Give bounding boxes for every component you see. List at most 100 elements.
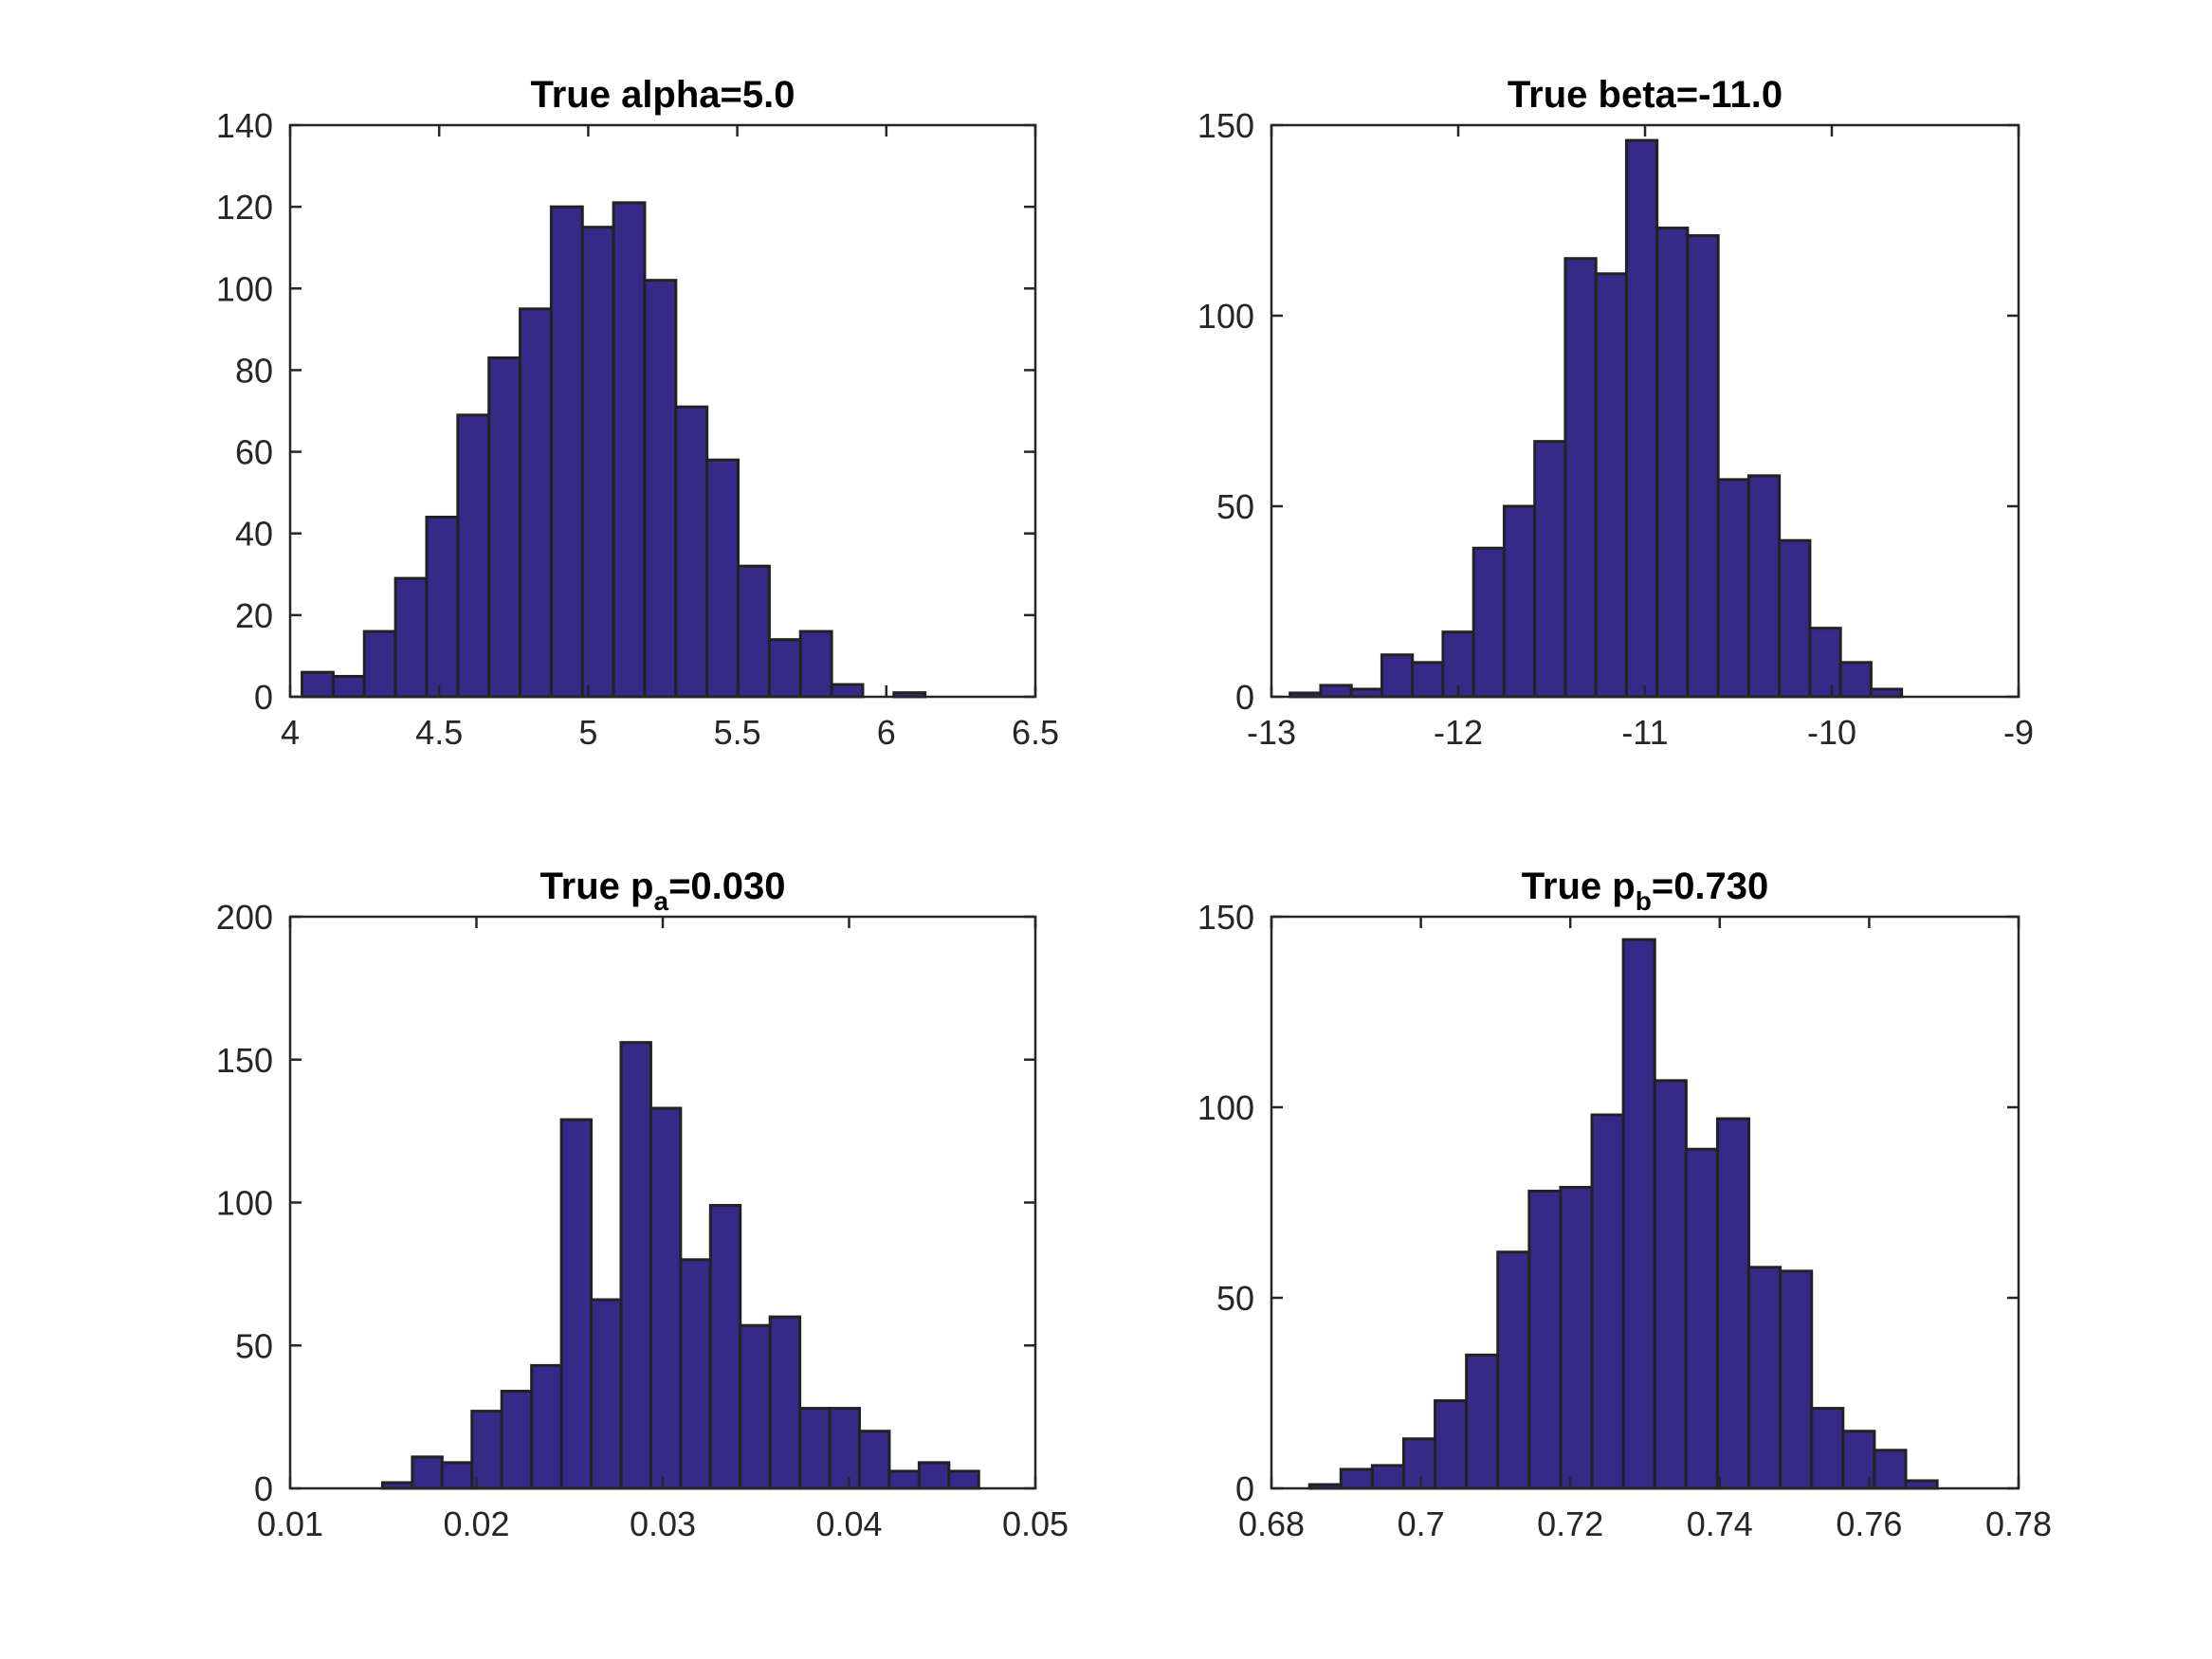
histogram-bar — [500, 1389, 534, 1490]
histogram-bar — [828, 1407, 862, 1490]
title-subscript: b — [1636, 886, 1652, 916]
x-tick-label: 0.74 — [1687, 1504, 1753, 1543]
histogram-bar — [643, 279, 678, 699]
histogram-bar — [1684, 1147, 1719, 1490]
x-tick-label: 5.5 — [714, 713, 761, 752]
histogram-bar — [1411, 661, 1445, 699]
y-tick-label: 60 — [235, 433, 273, 472]
histogram-bar — [1559, 1185, 1594, 1490]
histogram-bar — [301, 670, 335, 699]
axes-box — [288, 123, 1037, 699]
histogram-bar — [1319, 684, 1353, 699]
histogram-bar — [674, 405, 709, 699]
x-tick-label: 5 — [578, 713, 597, 752]
histogram-bar — [549, 205, 584, 699]
x-tick-label: 0.68 — [1238, 1504, 1305, 1543]
histogram-bar — [768, 1315, 802, 1490]
x-tick-label: 0.03 — [630, 1504, 696, 1543]
y-tick-label: 50 — [1216, 1279, 1254, 1318]
histogram-bar — [425, 515, 460, 699]
histogram-bar — [1778, 538, 1812, 699]
y-tick-label: 100 — [1197, 1088, 1254, 1127]
y-tick-label: 50 — [1216, 487, 1254, 526]
x-tick-label: -13 — [1247, 713, 1296, 752]
y-tick-label: 150 — [1197, 898, 1254, 937]
histogram-bar — [858, 1430, 891, 1490]
histogram-bar — [887, 1469, 921, 1490]
histogram-panel-1: 4 4.5 5 5.5 6 6.5 0 20 40 60 80 100 120 140 True alpha… — [216, 74, 1059, 752]
x-tick-label: -9 — [2003, 713, 2034, 752]
histogram-bar — [411, 1455, 444, 1490]
x-tick-label: -10 — [1807, 713, 1856, 752]
histogram-bar — [1527, 1189, 1563, 1490]
y-tick-label: 80 — [235, 351, 273, 390]
histogram-bar — [1590, 1113, 1625, 1490]
histogram-bar — [1808, 627, 1842, 699]
title-rest: =0.030 — [668, 866, 785, 907]
x-tick-label: 0.7 — [1398, 1504, 1445, 1543]
x-tick-label: 6.5 — [1012, 713, 1059, 752]
x-tick-label: 0.76 — [1836, 1504, 1902, 1543]
histogram-bar — [1380, 653, 1415, 699]
histogram-bar — [1496, 1250, 1531, 1490]
y-tick-label: 0 — [1235, 1469, 1254, 1508]
histogram-bar — [1624, 138, 1659, 699]
histogram-bar — [530, 1363, 563, 1490]
histogram-bar — [470, 1410, 503, 1490]
histogram-panel-2: -13 -12 -11 -10 -9 0 50 100 150 True beta=-11.0 — [1197, 74, 2034, 752]
histogram-bar — [679, 1258, 712, 1490]
histogram-bar — [917, 1461, 951, 1490]
histogram-bar — [1465, 1353, 1500, 1490]
histogram-bar — [1716, 478, 1750, 699]
histogram-bar — [1779, 1269, 1814, 1490]
histogram-bar — [487, 356, 522, 699]
histogram-bar — [1873, 1449, 1908, 1490]
histogram-bar — [1621, 938, 1656, 1490]
x-tick-label: -11 — [1621, 713, 1668, 752]
histogram-bar — [1838, 661, 1873, 699]
y-tick-label: 100 — [1197, 297, 1254, 336]
chart-title: True pb=0.730 — [1522, 866, 1769, 916]
histogram-bar — [1747, 1266, 1782, 1490]
x-tick-label: 4.5 — [415, 713, 463, 752]
x-tick-label: 0.01 — [257, 1504, 323, 1543]
histogram-bar — [737, 564, 771, 699]
histogram-bar — [619, 1041, 652, 1490]
y-tick-label: 100 — [216, 269, 273, 308]
chart-title: True alpha=5.0 — [530, 74, 795, 116]
histogram-bar — [798, 1407, 832, 1490]
histogram-bar — [830, 683, 865, 699]
histogram-bar — [798, 629, 833, 699]
y-tick-label: 150 — [1197, 106, 1254, 145]
title-main: True p — [1522, 866, 1636, 907]
title-rest: =0.730 — [1652, 866, 1768, 907]
histogram-bar — [1533, 440, 1567, 699]
y-tick-label: 40 — [235, 515, 273, 554]
histogram-bar — [393, 576, 429, 699]
histogram-bar — [362, 629, 397, 699]
histogram-bar — [612, 201, 647, 699]
histogram-bar — [1563, 257, 1598, 699]
x-tick-label: 0.05 — [1002, 1504, 1069, 1543]
y-tick-label: 0 — [254, 678, 273, 717]
chart-title: True beta=-11.0 — [1508, 74, 1782, 116]
histogram-bar — [456, 413, 491, 699]
histogram-bar — [590, 1298, 623, 1490]
histogram-bar — [1502, 504, 1537, 699]
histogram-bar — [580, 226, 615, 699]
histogram-bar — [1715, 1117, 1751, 1490]
x-tick-label: 6 — [877, 713, 896, 752]
histogram-bar — [1472, 546, 1506, 699]
histogram-bar — [739, 1323, 772, 1490]
histogram-bar — [1434, 1399, 1469, 1490]
y-tick-label: 0 — [1235, 678, 1254, 717]
y-tick-label: 100 — [216, 1184, 273, 1223]
y-tick-label: 120 — [216, 188, 273, 227]
x-tick-label: -12 — [1434, 713, 1483, 752]
histogram-bar — [519, 307, 553, 699]
histogram-bar — [1655, 227, 1690, 699]
histogram-panel-4: 0.68 0.7 0.72 0.74 0.76 0.78 0 50 100 150 True pb=… — [1197, 866, 2052, 1543]
histogram-bar — [1746, 474, 1782, 699]
histogram-bar — [705, 458, 740, 699]
histogram-bar — [1370, 1464, 1405, 1490]
